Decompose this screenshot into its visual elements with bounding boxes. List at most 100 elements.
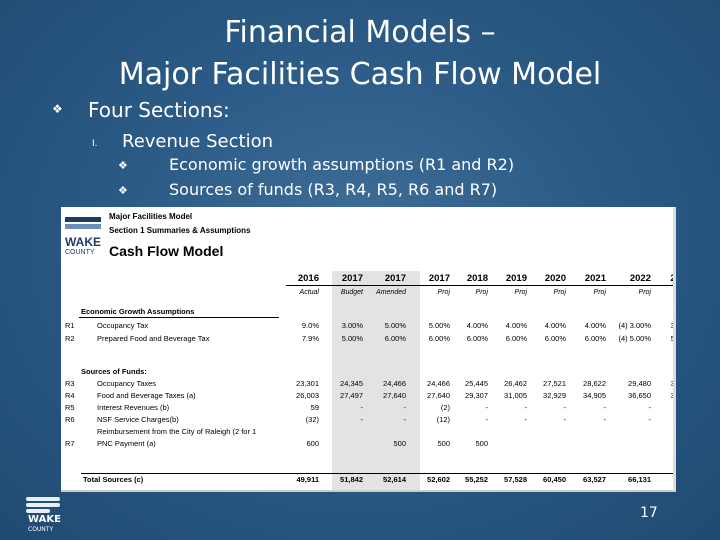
row-value: -: [563, 403, 567, 412]
sheet-header-model: Major Facilities Model: [109, 212, 193, 221]
logo-wake-text: WAKE: [65, 235, 101, 249]
row-value: 30,: [670, 379, 675, 388]
row-value: 4.00%: [584, 321, 606, 330]
diamond-bullet-icon: ❖: [118, 184, 128, 197]
budget-column-shade: [332, 271, 420, 490]
table-row: Reimbursement from the City of Raleigh (…: [61, 427, 673, 438]
table-row: R5 Interest Revenues (b) 59 - - (2) - - - - -: [61, 403, 673, 414]
row-value: 500: [437, 439, 450, 448]
row-value: 6.00%: [384, 334, 406, 343]
table-row: R1 Occupancy Tax 9.0% 3.00% 5.00% 5.00% 4.00% 4…: [61, 321, 673, 332]
row-value: 6.00%: [505, 334, 527, 343]
row-value: (4) 3.00%: [618, 321, 651, 330]
row-value: -: [603, 415, 607, 424]
total-value: 55,252: [465, 475, 488, 484]
footer-logo-county: COUNTY: [28, 526, 54, 533]
row-value: 25,445: [465, 379, 488, 388]
year-label: Proj: [638, 289, 651, 296]
row-value: 600: [306, 439, 319, 448]
row-id: R4: [65, 391, 75, 400]
page-number: 17: [640, 505, 658, 521]
sources-section-header: Sources of Funds:: [81, 367, 147, 376]
table-row: R7 PNC Payment (a) 600 500 500 500: [61, 439, 673, 450]
roman-numeral: I.: [92, 139, 98, 149]
row-name: NSF Service Charges(b): [97, 415, 179, 424]
total-value: 66,131: [628, 475, 651, 484]
table-row: R6 NSF Service Charges(b) (32) - - (12) - - - - -: [61, 415, 673, 426]
row-value: 5.00%: [384, 321, 406, 330]
row-value: -: [524, 403, 528, 412]
row-name: Interest Revenues (b): [97, 403, 170, 412]
total-value: 52,602: [427, 475, 450, 484]
logo-county-text: COUNTY: [65, 249, 95, 256]
row-value: -: [360, 415, 364, 424]
row-value: 27,640: [427, 391, 450, 400]
sheet-title: Cash Flow Model: [109, 243, 224, 259]
total-value: 57,528: [504, 475, 527, 484]
sheet-header-section: Section 1 Summaries & Assumptions: [109, 226, 251, 235]
year-header: 2019: [505, 273, 527, 284]
wake-county-logo: WAKE COUNTY: [65, 217, 101, 259]
row-value: 5.00%: [428, 321, 450, 330]
row-value: 6.00%: [584, 334, 606, 343]
row-value: 26,462: [504, 379, 527, 388]
row-value: -: [563, 415, 567, 424]
footer-wake-county-logo: WAKE COUNTY: [26, 497, 61, 537]
row-id: R2: [65, 334, 75, 343]
row-value: 6.00%: [428, 334, 450, 343]
cash-flow-spreadsheet: WAKE COUNTY Major Facilities Model Secti…: [61, 207, 676, 492]
row-value: 29,480: [628, 379, 651, 388]
year-header: 2017: [428, 273, 450, 284]
slide-title-line2: Major Facilities Cash Flow Model: [118, 57, 602, 92]
total-label: Total Sources (c): [83, 475, 144, 484]
row-value: 24,466: [427, 379, 450, 388]
row-value: 27,640: [383, 391, 406, 400]
row-value: 4.00%: [544, 321, 566, 330]
year-label: Proj: [553, 289, 566, 296]
row-id: R7: [65, 439, 75, 448]
row-value: -: [403, 403, 407, 412]
year-header: 2017: [384, 273, 406, 284]
year-header: 2022: [629, 273, 651, 284]
row-value: 6.00%: [544, 334, 566, 343]
row-name: Occupancy Taxes: [97, 379, 157, 388]
row-value: (2): [440, 403, 450, 412]
total-value: 63,527: [583, 475, 606, 484]
year-label: Proj: [437, 289, 450, 296]
row-name: Reimbursement from the City of Raleigh (…: [97, 427, 257, 436]
row-value: 6.00%: [466, 334, 488, 343]
row-value: 34,905: [583, 391, 606, 400]
row-name: Prepared Food and Beverage Tax: [97, 334, 210, 343]
year-header: 2021: [584, 273, 606, 284]
item-text: Sources of funds (R3, R4, R5, R6 and R7): [169, 180, 498, 199]
row-value: 27,497: [340, 391, 363, 400]
row-value: 29,307: [465, 391, 488, 400]
total-value: 60,450: [543, 475, 566, 484]
row-value: 31,005: [504, 391, 527, 400]
table-row: R4 Food and Beverage Taxes (a) 26,003 27,49…: [61, 391, 673, 402]
row-value: 38,: [670, 391, 675, 400]
total-rule: [81, 473, 673, 474]
row-value: 24,466: [383, 379, 406, 388]
row-value: 500: [475, 439, 488, 448]
bullet-text: Four Sections:: [88, 98, 230, 122]
item-text: Economic growth assumptions (R1 and R2): [169, 155, 515, 174]
year-label: Actual: [299, 289, 319, 296]
row-value: 7.9%: [301, 334, 319, 343]
row-value: -: [403, 415, 407, 424]
row-value: 3.0: [670, 321, 675, 330]
row-value: -: [648, 415, 652, 424]
row-id: R1: [65, 321, 75, 330]
row-value: 59: [310, 403, 319, 412]
econ-section-header: Economic Growth Assumptions: [81, 307, 195, 316]
row-value: (4) 5.00%: [618, 334, 651, 343]
total-value: 49,911: [296, 475, 319, 484]
row-id: R5: [65, 403, 75, 412]
row-value: 32,929: [543, 391, 566, 400]
bullet-four-sections: ❖ Four Sections:: [52, 98, 230, 122]
total-value: 51,842: [340, 475, 363, 484]
row-value: -: [485, 403, 489, 412]
econ-underline: [79, 317, 279, 318]
row-value: 27,521: [543, 379, 566, 388]
row-value: 4.00%: [466, 321, 488, 330]
